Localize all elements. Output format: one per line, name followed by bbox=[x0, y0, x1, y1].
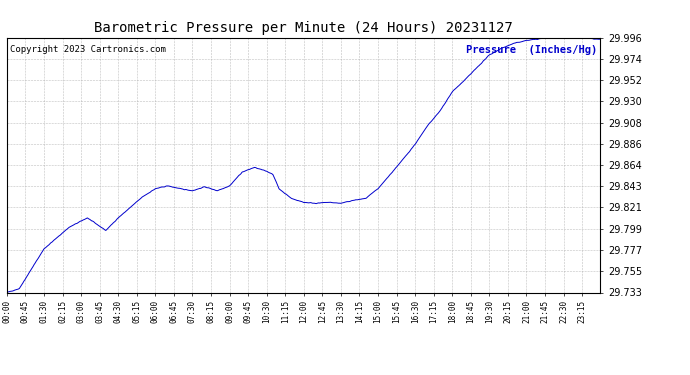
Title: Barometric Pressure per Minute (24 Hours) 20231127: Barometric Pressure per Minute (24 Hours… bbox=[95, 21, 513, 35]
Text: Pressure  (Inches/Hg): Pressure (Inches/Hg) bbox=[466, 45, 598, 55]
Text: Copyright 2023 Cartronics.com: Copyright 2023 Cartronics.com bbox=[10, 45, 166, 54]
